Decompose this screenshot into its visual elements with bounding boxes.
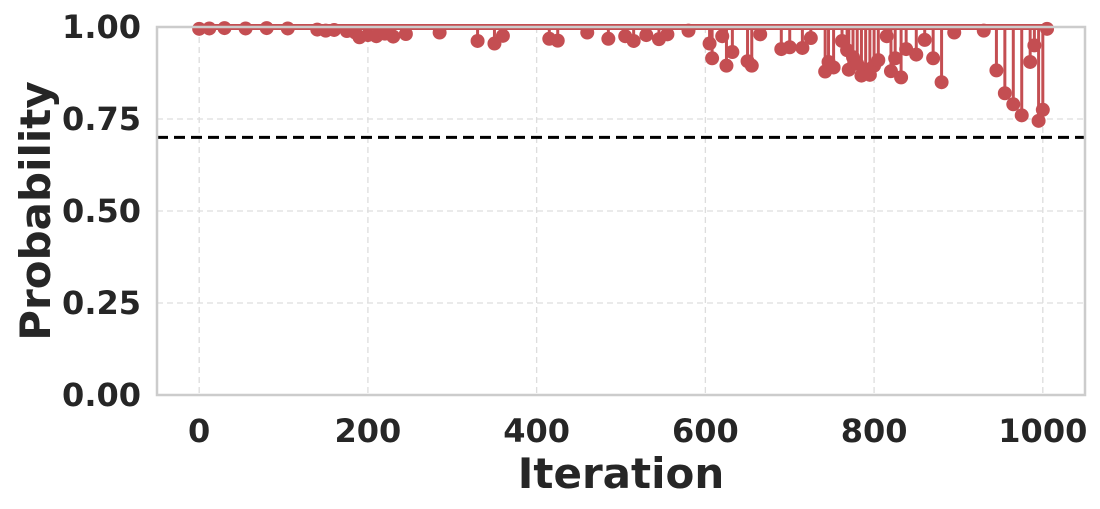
x-tick-label-4: 800 xyxy=(841,412,908,450)
series-point-34 xyxy=(719,58,734,73)
series-layer xyxy=(192,21,1055,128)
y-tick-label-0: 0.00 xyxy=(62,376,141,414)
series-point-69 xyxy=(1006,97,1021,112)
series-point-57 xyxy=(883,64,898,79)
series-point-16 xyxy=(398,26,413,41)
y-tick-label-1: 0.25 xyxy=(62,284,141,322)
series-point-20 xyxy=(495,28,510,43)
series-point-73 xyxy=(1031,113,1046,128)
series-point-67 xyxy=(989,63,1004,78)
x-tick-label-1: 200 xyxy=(335,412,402,450)
series-point-22 xyxy=(550,33,565,48)
series-point-15 xyxy=(386,29,401,44)
series-point-38 xyxy=(753,27,768,42)
series-point-35 xyxy=(725,45,740,60)
series-point-65 xyxy=(947,25,962,40)
series-point-58 xyxy=(888,51,903,66)
series-point-1 xyxy=(202,21,217,36)
plot-frame xyxy=(155,25,1087,397)
series-point-26 xyxy=(626,33,641,48)
y-tick-label-2: 0.50 xyxy=(62,192,141,230)
tick-labels: 0 200 400 600 800 1000 0.00 0.25 0.50 0.75 1.00 xyxy=(62,8,1087,450)
series-point-74 xyxy=(1035,102,1050,117)
series-point-32 xyxy=(705,51,720,66)
series-point-68 xyxy=(997,86,1012,101)
y-axis-title: Probability xyxy=(11,81,60,340)
series-point-8 xyxy=(327,22,342,37)
series-point-71 xyxy=(1023,54,1038,69)
series-0 xyxy=(192,21,1055,128)
series-point-61 xyxy=(909,47,924,62)
series-point-64 xyxy=(934,75,949,90)
series-point-41 xyxy=(795,40,810,55)
x-axis-title: Iteration xyxy=(518,449,724,498)
series-point-62 xyxy=(917,32,932,47)
x-tick-label-0: 0 xyxy=(188,412,210,450)
series-point-40 xyxy=(782,40,797,55)
series-point-75 xyxy=(1040,21,1055,36)
series-point-63 xyxy=(926,51,941,66)
series-point-55 xyxy=(871,53,886,68)
x-tick-label-5: 1000 xyxy=(998,412,1087,450)
y-tick-label-4: 1.00 xyxy=(62,8,141,46)
series-point-59 xyxy=(894,70,909,85)
series-point-45 xyxy=(826,60,841,75)
series-point-0 xyxy=(192,21,207,36)
y-tick-label-3: 0.75 xyxy=(62,100,141,138)
series-point-42 xyxy=(803,31,818,46)
series-point-3 xyxy=(238,21,253,36)
series-point-5 xyxy=(280,21,295,36)
series-point-37 xyxy=(744,58,759,73)
x-tick-label-2: 400 xyxy=(503,412,570,450)
series-point-70 xyxy=(1014,108,1029,123)
series-point-27 xyxy=(639,28,654,43)
series-point-29 xyxy=(660,27,675,42)
series-point-23 xyxy=(580,25,595,40)
x-tick-label-3: 600 xyxy=(672,412,739,450)
series-point-31 xyxy=(702,36,717,51)
series-point-24 xyxy=(601,31,616,46)
series-point-17 xyxy=(432,25,447,40)
series-point-18 xyxy=(470,33,485,48)
